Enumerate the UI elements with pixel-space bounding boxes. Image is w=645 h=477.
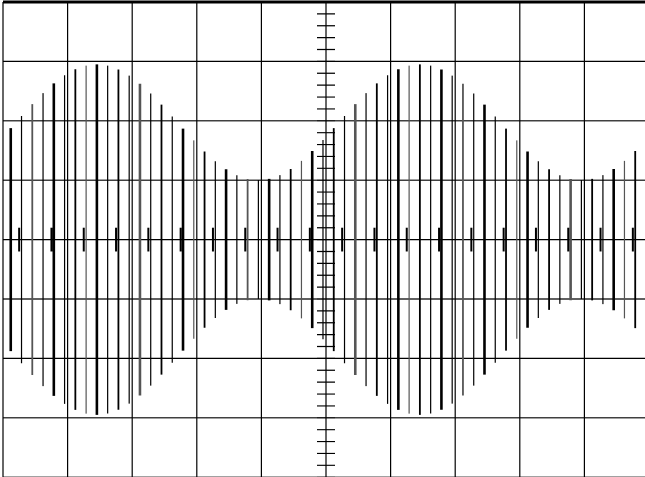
center-axis-ticks [317, 13, 335, 477]
am-signal-trace [9, 64, 637, 415]
